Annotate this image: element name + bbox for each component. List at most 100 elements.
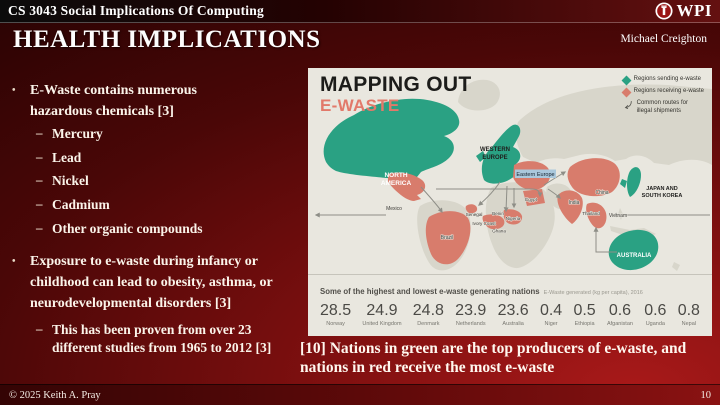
legend-item-sending: Regions sending e-waste — [621, 75, 704, 86]
slide-title: HEALTH IMPLICATIONS — [13, 26, 321, 53]
map-title: MAPPING OUT E-WASTE — [320, 74, 471, 114]
bullet-icon: • — [12, 85, 16, 96]
stats-header: Some of the highest and lowest e-waste g… — [320, 281, 700, 299]
stat-value: 28.5 — [320, 302, 352, 319]
map-label-senegal: Senegal — [466, 212, 483, 217]
stat-item: 0.8 Nepal — [678, 302, 700, 327]
sub-bullet-item: – This has been proven from over 23 diff… — [36, 321, 306, 356]
map-label-north-america: AMERICA — [381, 180, 412, 187]
stat-country: Niger — [544, 321, 558, 328]
sending-diamond-icon — [621, 75, 632, 86]
stat-country: Ethiopia — [574, 321, 595, 328]
eastern-europe-highlight — [515, 169, 556, 178]
sub-bullet-text: This has been proven from over 23 differ… — [52, 322, 272, 355]
route-arrow-icon — [624, 101, 632, 109]
sub-bullet-text: Other organic compounds — [52, 220, 203, 236]
stats-row: 28.5 Norway 24.9 United Kingdom 24.8 Den… — [320, 302, 700, 327]
map-label-egypt: Egypt — [525, 197, 537, 202]
map-label-ivory-coast: Ivory Coast — [472, 221, 496, 226]
stat-country: Australia — [502, 321, 524, 328]
top-bar: CS 3043 Social Implications Of Computing… — [0, 0, 720, 23]
map-label-thailand: Thailand — [582, 211, 600, 216]
stat-item: 0.6 Uganda — [644, 302, 666, 327]
sub-bullet-text: Mercury — [52, 126, 103, 141]
legend-item-receiving: Regions receiving e-waste — [621, 87, 704, 98]
bullet-item: • Exposure to e-waste during infancy or … — [12, 251, 306, 314]
stat-value: 23.9 — [455, 302, 487, 319]
stat-item: 23.9 Netherlands — [455, 302, 486, 327]
dash-icon: – — [36, 125, 43, 140]
stat-value: 0.6 — [608, 302, 632, 319]
map-title-line2: E-WASTE — [320, 96, 400, 115]
ewaste-map-infographic: NORTH AMERICA WESTERN EUROPE Eastern Eur… — [308, 68, 712, 336]
stat-item: 28.5 Norway — [320, 302, 351, 327]
legend-routes-label: Common routes for illegal shipments — [637, 100, 688, 115]
legend-item-routes: Common routes for illegal shipments — [623, 100, 704, 115]
bullet-list: • E-Waste contains numerous hazardous ch… — [12, 80, 306, 356]
stat-country: United Kingdom — [362, 321, 402, 328]
dash-icon: – — [36, 148, 43, 164]
stat-value: 0.5 — [573, 302, 596, 319]
sub-bullet-item: – Cadmium — [36, 193, 306, 217]
stat-value: 0.4 — [539, 302, 563, 319]
legend-routes-line1: Common routes for — [636, 100, 688, 106]
map-label-vietnam: Vietnam — [609, 213, 627, 219]
stat-value: 0.8 — [677, 302, 700, 319]
dash-icon: – — [36, 195, 43, 211]
world-map: NORTH AMERICA WESTERN EUROPE Eastern Eur… — [308, 68, 712, 274]
sub-bullet-item: – Other organic compounds — [36, 217, 306, 241]
map-label-eastern-europe: Eastern Europe — [516, 172, 554, 178]
sub-bullet-text: Cadmium — [52, 196, 110, 212]
wpi-seal-icon — [654, 2, 673, 20]
map-label-japan-south-korea: SOUTH KOREA — [642, 193, 683, 199]
map-label-ghana: Ghana — [492, 229, 506, 234]
map-label-china: China — [595, 190, 608, 196]
map-label-north-america: NORTH — [384, 172, 407, 179]
author-name: Michael Creighton — [620, 33, 707, 45]
dash-icon: – — [36, 219, 43, 235]
wpi-logo-text: WPI — [676, 1, 712, 20]
legend-receiving-label: Regions receiving e-waste — [633, 88, 704, 94]
map-label-benin: Benin — [492, 211, 504, 216]
page-number: 10 — [700, 389, 712, 401]
map-label-japan-south-korea: JAPAN AND — [646, 186, 678, 192]
wpi-logo: WPI — [654, 1, 713, 21]
map-label-nigeria: Nigeria — [506, 216, 521, 221]
stat-item: 23.6 Australia — [498, 302, 529, 327]
sub-bullet-text: Lead — [52, 149, 82, 165]
stat-item: 24.8 Denmark — [413, 302, 444, 327]
stat-country: Nepal — [681, 321, 697, 328]
legend-sending-label: Regions sending e-waste — [633, 76, 701, 82]
map-label-western-europe: WESTERN — [480, 147, 510, 153]
image-caption: [10] Nations in green are the top produc… — [300, 340, 687, 376]
bullet-item: • E-Waste contains numerous hazardous ch… — [12, 80, 306, 122]
stat-value: 23.6 — [497, 302, 529, 319]
map-label-india: India — [569, 200, 580, 206]
map-label-australia: AUSTRALIA — [617, 253, 652, 259]
shipment-routes — [314, 171, 710, 253]
dash-icon: – — [36, 321, 43, 337]
map-label-mexico: Mexico — [386, 206, 402, 212]
stat-value: 24.8 — [412, 302, 444, 319]
stat-item: 0.6 Afganistan — [607, 302, 633, 327]
sub-bullet-item: – Mercury — [36, 122, 306, 146]
stat-item: 0.5 Ethiopia — [573, 302, 595, 327]
course-title: CS 3043 Social Implications Of Computing — [8, 3, 264, 18]
bullet-icon: • — [12, 256, 16, 268]
stat-country: Netherlands — [455, 321, 486, 328]
stats-note: E-Waste generated (kg per capita), 2016 — [543, 290, 643, 296]
stats-heading: Some of the highest and lowest e-waste g… — [320, 287, 540, 296]
sub-bullet-item: – Lead — [36, 146, 306, 170]
sub-bullet-item: – Nickel — [36, 169, 306, 193]
stat-country: Afganistan — [606, 321, 633, 328]
map-title-line1: MAPPING OUT — [320, 73, 472, 96]
stat-value: 0.6 — [644, 302, 667, 319]
footer-bar: © 2025 Keith A. Pray 10 — [0, 384, 720, 405]
stat-value: 24.9 — [366, 302, 398, 319]
stat-country: Denmark — [417, 321, 440, 328]
legend-routes-line2: illegal shipments — [636, 107, 681, 114]
sub-bullet-text: Nickel — [52, 173, 89, 189]
receiving-diamond-icon — [621, 87, 632, 98]
stat-country: Norway — [326, 321, 345, 328]
map-label-brazil: Brazil — [441, 235, 454, 241]
